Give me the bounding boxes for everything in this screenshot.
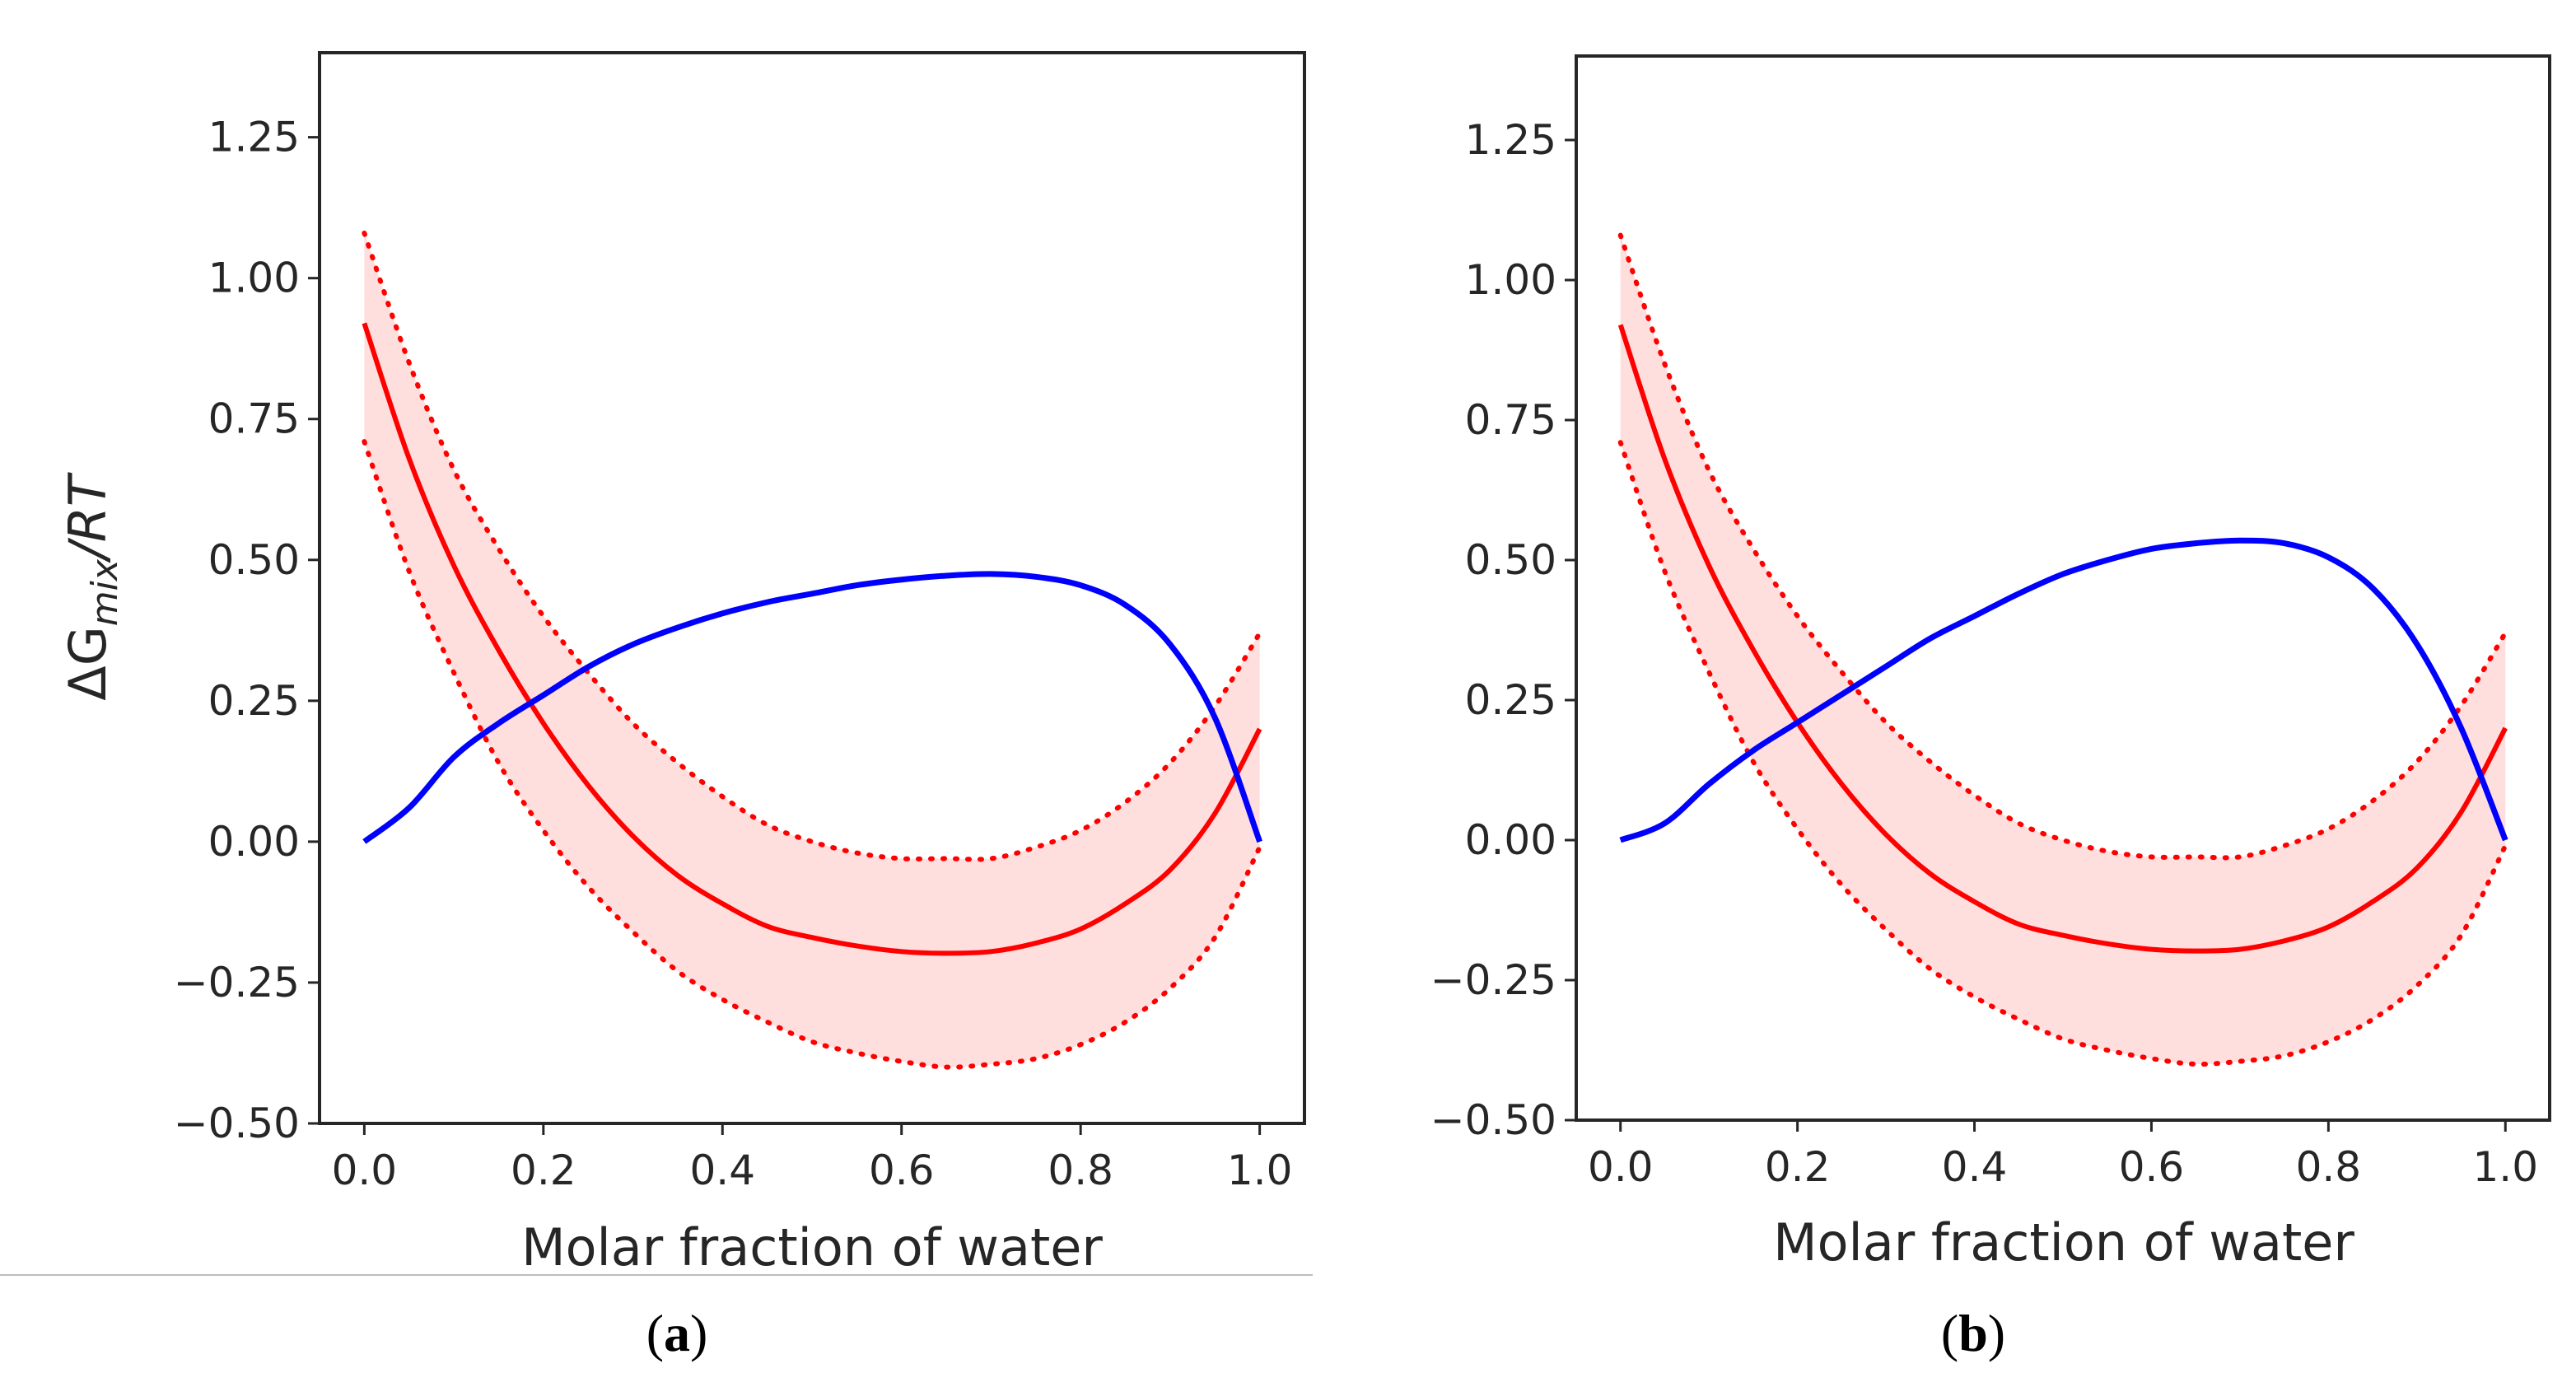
chart-panel-a: 0.0 0.2 0.4 0.6 0.8 1.0 −0.50 −0.25 0.00 0.25 0.50… (58, 51, 1306, 1362)
red-dotted-upper-line-a (362, 230, 1262, 862)
red-dotted-upper-line-b (1617, 232, 2508, 861)
x-tick-label-b: 0.4 (1942, 1143, 2008, 1191)
x-tick-label-b: 0.2 (1765, 1143, 1831, 1191)
blue-line-b (1619, 537, 2508, 843)
x-tick-label-a: 0.0 (332, 1146, 398, 1194)
x-tick-label-a: 1.0 (1227, 1146, 1293, 1194)
blue-line-a (362, 571, 1262, 844)
red-dotted-lower-line-a (362, 439, 1262, 1070)
x-tick-label-a: 0.2 (511, 1146, 576, 1194)
y-tick-label-b: −0.50 (1430, 1096, 1556, 1144)
y-tick-label-b: 1.00 (1465, 256, 1556, 304)
x-tick-label-a: 0.4 (690, 1146, 756, 1194)
y-tick-label-b: 0.75 (1465, 396, 1556, 444)
red-solid-line-a (362, 322, 1262, 956)
ticks-b: 0.0 0.2 0.4 0.6 0.8 1.0 −0.50 −0.25 0.00 0.25 0.50… (1430, 116, 2538, 1191)
chart-panel-b: 0.0 0.2 0.4 0.6 0.8 1.0 −0.50 −0.25 0.00 0.25 0.50… (1430, 54, 2551, 1362)
y-tick-label-b: −0.25 (1430, 956, 1556, 1004)
x-tick-label-a: 0.8 (1048, 1146, 1113, 1194)
plot-area-a (362, 230, 1262, 1070)
y-tick-label-b: 0.00 (1465, 816, 1556, 864)
red-dotted-lower-line-b (1617, 440, 2508, 1067)
panel-label-b: (b) (1941, 1304, 2005, 1362)
y-tick-label-a: 1.25 (208, 114, 300, 161)
y-tick-label-a: 0.50 (208, 536, 300, 584)
y-tick-label-a: −0.50 (174, 1100, 300, 1147)
x-tick-label-b: 0.0 (1588, 1143, 1654, 1191)
x-axis-label-a: Molar fraction of water (521, 1217, 1103, 1277)
y-tick-label-a: 0.75 (208, 395, 300, 443)
x-tick-label-b: 1.0 (2473, 1143, 2539, 1191)
x-tick-label-b: 0.8 (2296, 1143, 2362, 1191)
x-tick-label-b: 0.6 (2119, 1143, 2185, 1191)
y-tick-label-b: 0.25 (1465, 676, 1556, 724)
y-tick-label-b: 1.25 (1465, 116, 1556, 164)
y-tick-label-a: 0.25 (208, 677, 300, 725)
axes-frame-b (1575, 54, 2551, 1122)
panel-label-a: (a) (646, 1304, 708, 1362)
y-axis-label: ΔGmix/RT (58, 472, 126, 701)
uncertainty-band-a (364, 232, 1260, 1067)
y-tick-label-a: 0.00 (208, 818, 300, 866)
x-tick-label-a: 0.6 (869, 1146, 935, 1194)
axes-frame-a (318, 51, 1306, 1125)
red-solid-line-b (1617, 324, 2508, 954)
y-tick-label-b: 0.50 (1465, 536, 1556, 584)
y-tick-label-a: 1.00 (208, 255, 300, 302)
y-tick-label-a: −0.25 (174, 959, 300, 1006)
plot-area-b (1617, 232, 2508, 1067)
ticks-a: 0.0 0.2 0.4 0.6 0.8 1.0 −0.50 −0.25 0.00 0.25 0.50… (174, 114, 1293, 1194)
uncertainty-band-b (1620, 235, 2506, 1065)
x-axis-label-b: Molar fraction of water (1773, 1212, 2354, 1273)
